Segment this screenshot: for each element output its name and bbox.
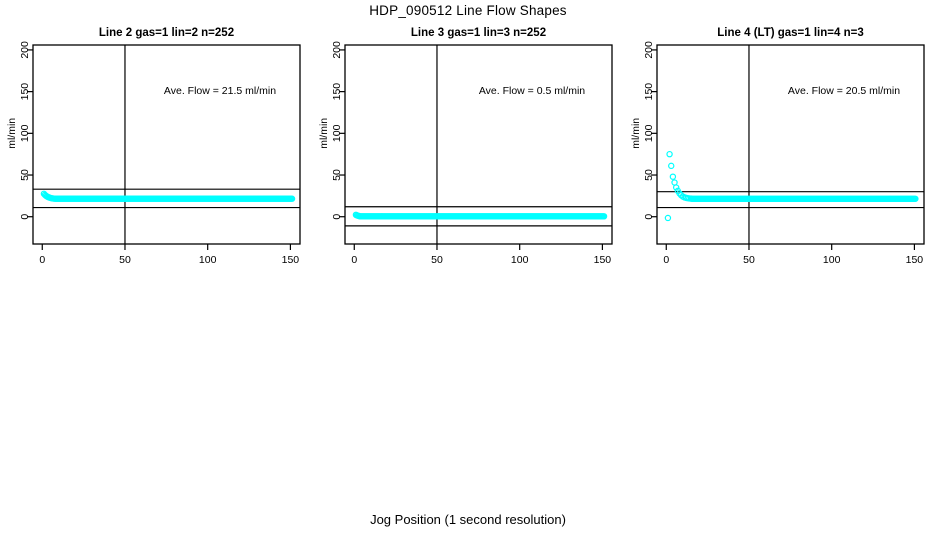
data-points (352, 211, 608, 220)
y-tick-label: 50 (643, 169, 655, 181)
y-tick-label: 50 (331, 169, 343, 181)
x-tick-label: 0 (663, 254, 669, 266)
data-point (676, 190, 683, 197)
plot-box (656, 44, 925, 245)
panel-1-plot: 0 50 100 150 0 50 100 150 200 ml/min (6, 41, 301, 266)
y-tick-label: 100 (19, 124, 31, 142)
y-tick-label: 200 (643, 41, 655, 59)
x-tick-label: 150 (906, 254, 924, 266)
panel-3-plot: 0 50 100 150 0 50 100 150 200 ml/min (630, 41, 925, 266)
data-point (912, 195, 919, 202)
y-tick-label: 150 (331, 83, 343, 101)
y-tick-label: 50 (19, 169, 31, 181)
plot-box (344, 44, 613, 245)
x-tick-label: 100 (511, 254, 529, 266)
data-point (288, 195, 296, 202)
figure-title: HDP_090512 Line Flow Shapes (369, 3, 567, 18)
panel-1-title: Line 2 gas=1 lin=2 n=252 (98, 27, 235, 39)
data-point (669, 173, 677, 180)
panel-2-plot: 0 50 100 150 0 50 100 150 200 ml/min (318, 41, 613, 266)
y-tick-label: 200 (19, 41, 31, 59)
x-tick-label: 50 (119, 254, 131, 266)
y-tick-label: 100 (643, 124, 655, 142)
x-tick-label: 100 (199, 254, 217, 266)
y-axis-label: ml/min (318, 118, 330, 149)
panel-2-ave-flow-annotation: Ave. Flow = 0.5 ml/min (478, 85, 586, 97)
x-axis-label: Jog Position (1 second resolution) (370, 512, 566, 527)
y-axis-label: ml/min (6, 118, 18, 149)
data-points (40, 190, 296, 202)
y-axis-label: ml/min (630, 118, 642, 149)
y-tick-label: 150 (19, 83, 31, 101)
data-point (672, 184, 680, 191)
data-points (664, 150, 919, 222)
data-point (666, 150, 673, 158)
x-tick-label: 0 (39, 254, 45, 266)
x-tick-label: 50 (743, 254, 755, 266)
x-tick-label: 150 (282, 254, 300, 266)
x-tick-label: 150 (594, 254, 612, 266)
panel-2-title: Line 3 gas=1 lin=3 n=252 (410, 27, 547, 39)
x-tick-label: 100 (823, 254, 841, 266)
y-tick-label: 150 (643, 83, 655, 101)
panel-3-title: Line 4 (LT) gas=1 lin=4 n=3 (717, 27, 864, 39)
y-tick-label: 0 (331, 214, 343, 220)
y-tick-label: 0 (643, 214, 655, 220)
data-point (600, 213, 608, 220)
data-point (668, 162, 675, 170)
panel-1-ave-flow-annotation: Ave. Flow = 21.5 ml/min (163, 85, 277, 97)
y-tick-label: 100 (331, 124, 343, 142)
data-point (664, 214, 672, 222)
plot-box (32, 44, 301, 245)
x-tick-label: 0 (351, 254, 357, 266)
panel-3-ave-flow-annotation: Ave. Flow = 20.5 ml/min (787, 85, 901, 97)
y-tick-label: 200 (331, 41, 343, 59)
y-tick-label: 0 (19, 214, 31, 220)
x-tick-label: 50 (431, 254, 443, 266)
